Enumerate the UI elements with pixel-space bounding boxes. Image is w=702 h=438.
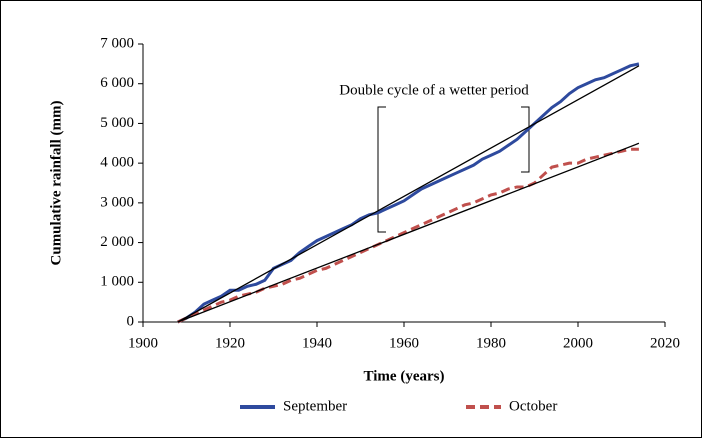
x-tick-label: 2000 xyxy=(563,335,593,351)
bracket xyxy=(377,106,386,233)
legend-label: September xyxy=(283,398,347,414)
legend-label: October xyxy=(509,398,557,414)
x-tick-label: 1900 xyxy=(128,335,158,351)
bracket xyxy=(521,106,530,173)
y-tick-label: 7 000 xyxy=(100,35,134,51)
y-tick-label: 3 000 xyxy=(100,194,134,210)
annotation: Double cycle of a wetter period xyxy=(339,82,529,98)
x-tick-label: 2020 xyxy=(650,335,680,351)
y-tick-label: 4 000 xyxy=(100,155,134,171)
y-tick-label: 0 xyxy=(127,313,135,329)
y-tick-label: 2 000 xyxy=(100,234,134,250)
y-tick-label: 5 000 xyxy=(100,115,134,131)
y-tick-label: 1 000 xyxy=(100,274,134,290)
x-tick-label: 1980 xyxy=(476,335,506,351)
trend-line xyxy=(177,142,640,323)
x-tick-label: 1940 xyxy=(302,335,332,351)
x-tick-label: 1920 xyxy=(215,335,245,351)
trend-line xyxy=(177,65,640,323)
y-tick-label: 6 000 xyxy=(100,75,134,91)
y-axis-title: Cumulative rainfall (mm) xyxy=(48,101,64,266)
series-line xyxy=(177,62,640,324)
x-tick-label: 1960 xyxy=(389,335,419,351)
x-axis-title: Time (years) xyxy=(364,368,445,384)
